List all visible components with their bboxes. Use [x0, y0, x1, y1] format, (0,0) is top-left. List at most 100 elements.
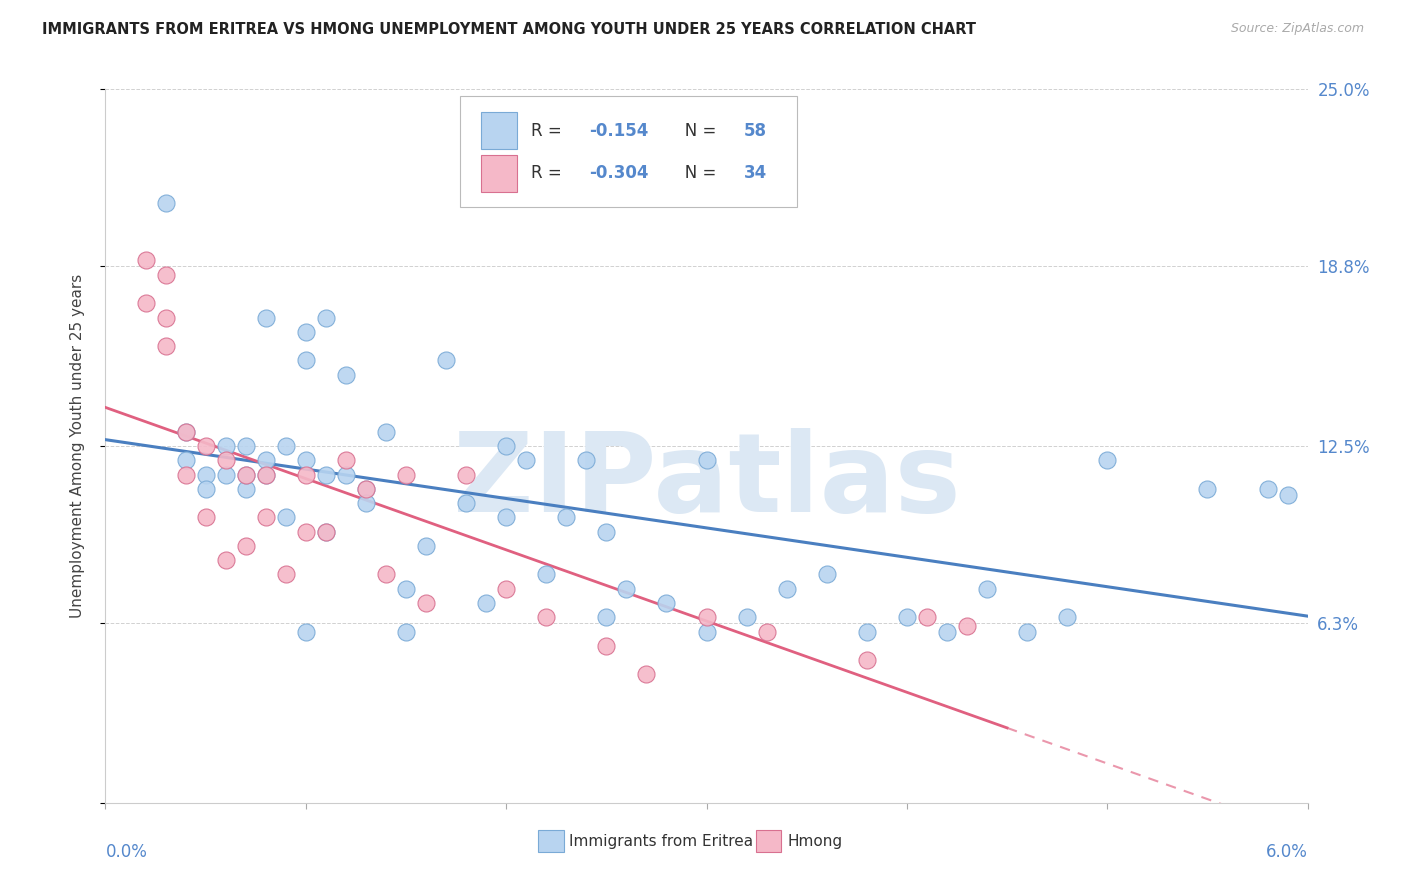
Point: [235, 439, 257, 453]
Text: Source: ZipAtlas.com: Source: ZipAtlas.com: [1230, 22, 1364, 36]
Point: [575, 453, 598, 467]
Bar: [481, 112, 516, 149]
Point: [395, 467, 418, 482]
Point: [174, 425, 197, 439]
Point: [735, 610, 758, 624]
Point: [254, 453, 277, 467]
Point: [214, 553, 236, 567]
FancyBboxPatch shape: [460, 96, 797, 207]
Point: [855, 653, 877, 667]
Point: [194, 439, 217, 453]
Point: [495, 439, 517, 453]
Point: [936, 624, 959, 639]
Text: Hmong: Hmong: [787, 834, 842, 848]
Point: [354, 482, 377, 496]
Point: [254, 467, 277, 482]
Point: [595, 610, 617, 624]
Point: [595, 639, 617, 653]
Point: [815, 567, 838, 582]
Point: [235, 467, 257, 482]
Point: [235, 539, 257, 553]
Point: [956, 619, 979, 633]
Point: [555, 510, 578, 524]
Point: [214, 439, 236, 453]
Point: [254, 467, 277, 482]
Text: 34: 34: [744, 164, 768, 182]
Point: [434, 353, 457, 368]
Point: [415, 596, 437, 610]
Point: [495, 510, 517, 524]
Point: [534, 567, 557, 582]
Point: [274, 567, 297, 582]
Point: [315, 524, 337, 539]
Point: [155, 310, 177, 325]
Point: [254, 510, 277, 524]
Point: [214, 467, 236, 482]
Point: [755, 624, 778, 639]
Point: [1277, 487, 1299, 501]
Point: [636, 667, 658, 681]
Point: [395, 582, 418, 596]
Bar: [481, 155, 516, 192]
Point: [135, 296, 157, 310]
Point: [295, 624, 318, 639]
Point: [295, 353, 318, 368]
Point: [295, 325, 318, 339]
Point: [295, 467, 318, 482]
Point: [295, 524, 318, 539]
Point: [335, 453, 357, 467]
Point: [194, 467, 217, 482]
Point: [214, 453, 236, 467]
Point: [534, 610, 557, 624]
Point: [1056, 610, 1078, 624]
Text: -0.304: -0.304: [589, 164, 648, 182]
Text: R =: R =: [531, 121, 567, 139]
Point: [235, 467, 257, 482]
Point: [696, 453, 718, 467]
Point: [254, 310, 277, 325]
Text: 0.0%: 0.0%: [105, 843, 148, 861]
Text: 6.0%: 6.0%: [1265, 843, 1308, 861]
Point: [354, 496, 377, 510]
Point: [174, 453, 197, 467]
Point: [1197, 482, 1219, 496]
Text: R =: R =: [531, 164, 567, 182]
Point: [135, 253, 157, 268]
Point: [1017, 624, 1039, 639]
Point: [1257, 482, 1279, 496]
Point: [374, 425, 398, 439]
Point: [194, 510, 217, 524]
Point: [475, 596, 498, 610]
Point: [595, 524, 617, 539]
Point: [335, 368, 357, 382]
Point: [315, 310, 337, 325]
Text: N =: N =: [669, 121, 721, 139]
Point: [776, 582, 799, 596]
Point: [194, 482, 217, 496]
Point: [495, 582, 517, 596]
Point: [335, 467, 357, 482]
Point: [696, 610, 718, 624]
Point: [295, 453, 318, 467]
Point: [915, 610, 938, 624]
Point: [415, 539, 437, 553]
Point: [896, 610, 918, 624]
Point: [274, 439, 297, 453]
Point: [454, 467, 477, 482]
Point: [315, 467, 337, 482]
Point: [515, 453, 537, 467]
Point: [616, 582, 638, 596]
Point: [315, 524, 337, 539]
Point: [395, 624, 418, 639]
Text: IMMIGRANTS FROM ERITREA VS HMONG UNEMPLOYMENT AMONG YOUTH UNDER 25 YEARS CORRELA: IMMIGRANTS FROM ERITREA VS HMONG UNEMPLO…: [42, 22, 976, 37]
Point: [855, 624, 877, 639]
Text: N =: N =: [669, 164, 721, 182]
Text: Immigrants from Eritrea: Immigrants from Eritrea: [569, 834, 754, 848]
Point: [155, 268, 177, 282]
Text: ZIPatlas: ZIPatlas: [453, 428, 960, 535]
Point: [454, 496, 477, 510]
Point: [155, 339, 177, 353]
Y-axis label: Unemployment Among Youth under 25 years: Unemployment Among Youth under 25 years: [70, 274, 84, 618]
Point: [1097, 453, 1119, 467]
Point: [976, 582, 998, 596]
